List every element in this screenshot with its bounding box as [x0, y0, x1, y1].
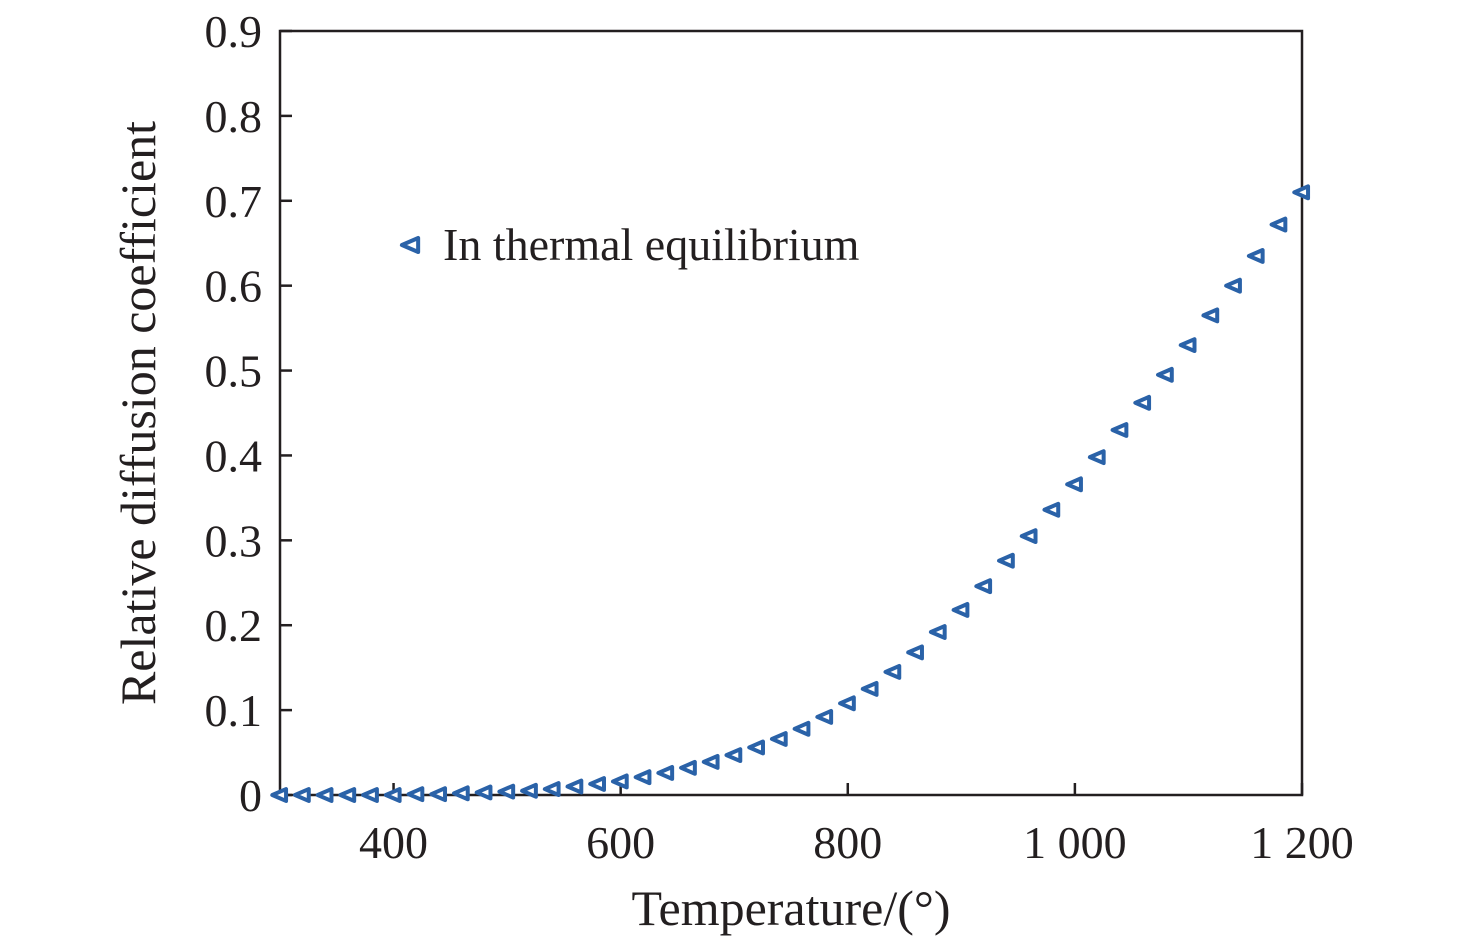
data-point	[451, 785, 470, 802]
y-axis-title: Relative diffusion coefficient	[110, 121, 166, 705]
x-tick-label: 1 200	[1250, 817, 1354, 868]
data-point	[1110, 422, 1129, 438]
data-point	[747, 739, 765, 756]
data-point	[701, 753, 720, 770]
data-point	[361, 787, 379, 803]
data-point	[383, 787, 402, 803]
data-point	[565, 778, 584, 795]
data-point	[1065, 476, 1083, 493]
data-point	[1269, 216, 1288, 233]
data-point	[883, 663, 902, 680]
y-tick-label: 0.3	[205, 515, 263, 566]
data-point	[906, 644, 924, 661]
data-point	[429, 786, 448, 803]
plot-frame	[278, 29, 1304, 797]
y-tick-label: 0.6	[205, 261, 263, 312]
data-point	[1178, 337, 1197, 354]
data-point	[1019, 528, 1038, 545]
data-point	[588, 776, 607, 792]
data-point	[997, 552, 1015, 569]
x-axis-title: Temperature/(°)	[631, 880, 950, 936]
data-point	[406, 786, 425, 803]
data-point	[951, 602, 970, 618]
y-tick-label: 0.8	[205, 91, 263, 142]
data-point	[633, 769, 652, 786]
data-point	[1156, 366, 1174, 383]
data-point	[792, 720, 811, 737]
data-point	[860, 680, 879, 697]
y-tick-label: 0	[239, 770, 262, 821]
data-point	[1224, 277, 1242, 294]
data-point	[928, 624, 947, 640]
data-point	[293, 787, 311, 803]
data-point	[679, 759, 697, 776]
legend-marker-icon	[399, 235, 421, 255]
data-point	[769, 731, 788, 747]
y-tick-label: 0.7	[205, 176, 263, 227]
x-tick-label: 800	[813, 817, 882, 868]
y-axis-ticks: 0 0.1 0.2 0.3 0.4 0.5 0.6 0.7 0.8 0.9	[205, 6, 292, 821]
data-point	[542, 781, 561, 797]
data-point	[474, 784, 493, 801]
data-point	[520, 782, 538, 799]
y-tick-label: 0.9	[205, 6, 263, 57]
data-point	[974, 578, 993, 595]
x-tick-label: 600	[586, 817, 655, 868]
y-tick-label: 0.5	[205, 346, 263, 397]
data-point	[497, 783, 516, 800]
data-point	[815, 708, 834, 725]
x-tick-label: 1 000	[1023, 817, 1127, 868]
data-point	[656, 764, 675, 781]
y-tick-label: 0.2	[205, 600, 263, 651]
data-point	[315, 787, 334, 803]
x-axis-ticks: 400 600 800 1 000 1 200	[359, 783, 1354, 868]
data-point	[338, 787, 357, 803]
data-point	[1042, 501, 1061, 518]
data-point	[610, 773, 629, 790]
data-point	[1246, 248, 1265, 264]
y-tick-label: 0.4	[205, 430, 263, 481]
data-point	[838, 695, 856, 712]
legend: In thermal equilibrium	[399, 219, 860, 270]
data-point	[724, 747, 743, 764]
data-series	[270, 184, 1311, 803]
data-point	[270, 787, 289, 803]
data-point	[1133, 394, 1152, 411]
x-tick-label: 400	[359, 817, 428, 868]
data-point	[1201, 307, 1220, 324]
data-point	[1087, 449, 1106, 466]
data-point	[1292, 184, 1311, 201]
legend-label: In thermal equilibrium	[443, 219, 860, 270]
y-tick-label: 0.1	[205, 685, 263, 736]
